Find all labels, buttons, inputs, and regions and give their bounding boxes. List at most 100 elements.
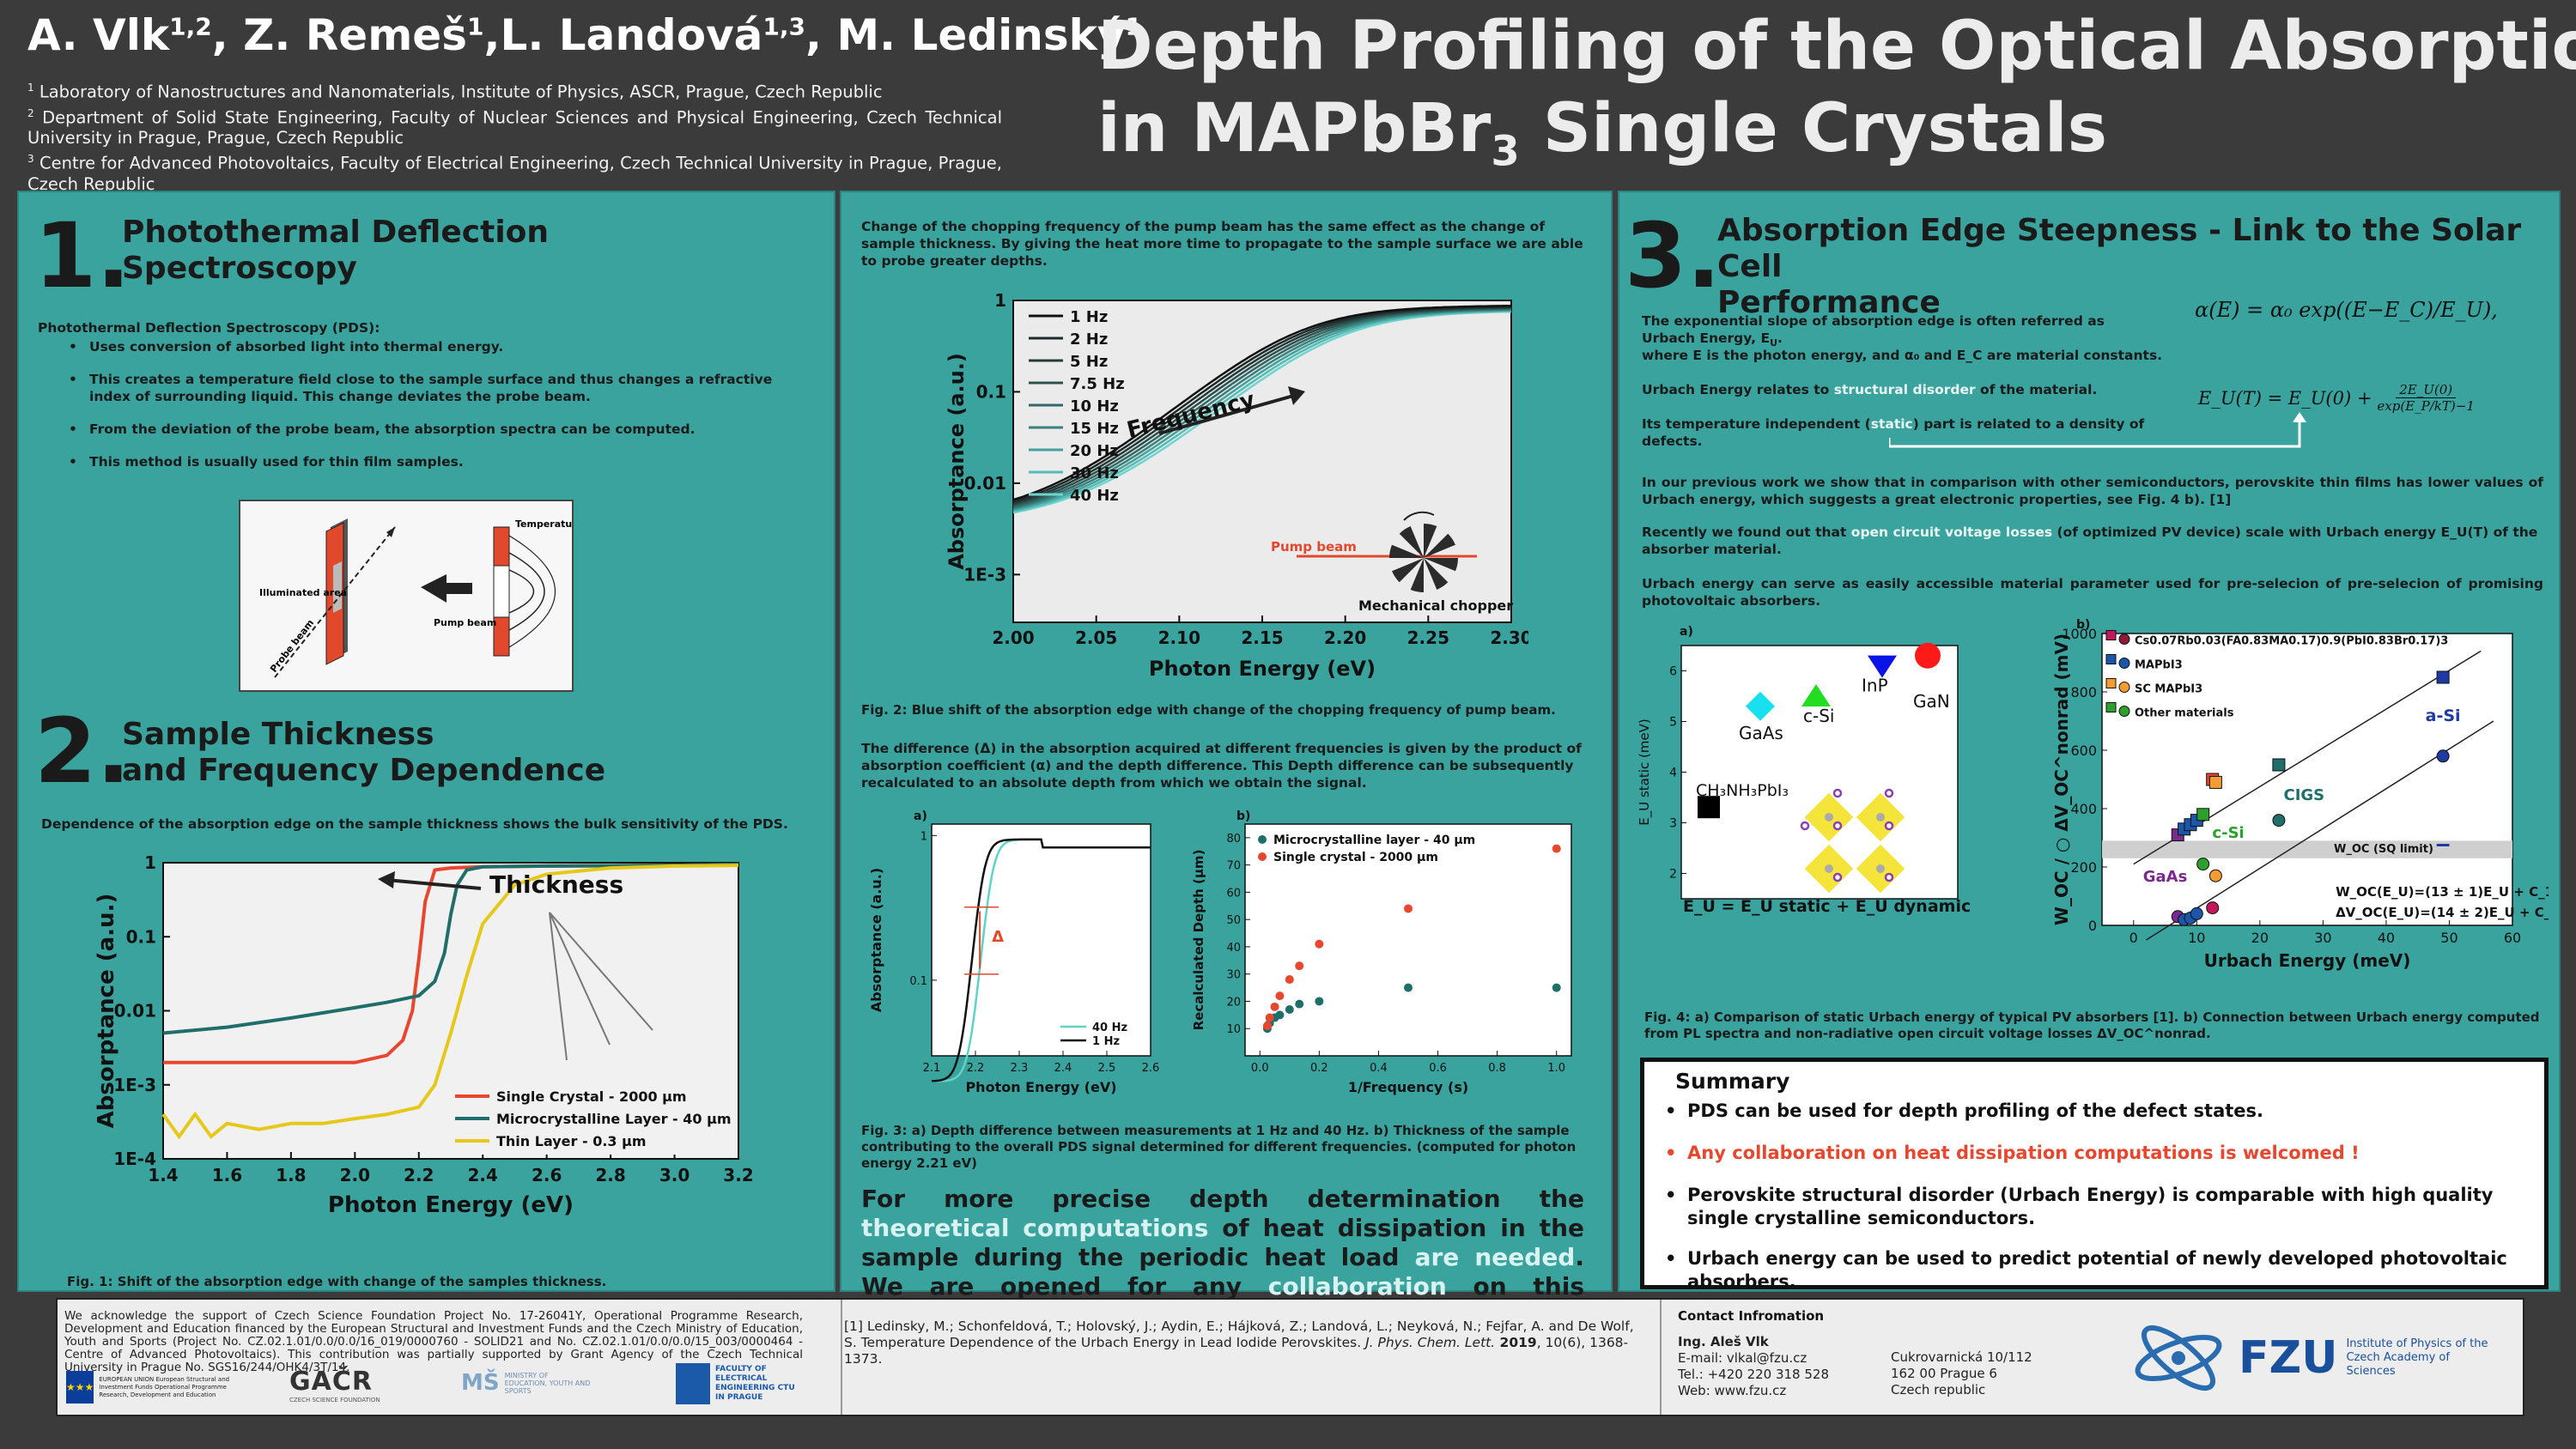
sec3-p1: The exponential slope of absorption edge… — [1642, 313, 2105, 349]
data-point-woc — [2208, 775, 2222, 789]
halide-atom — [1884, 821, 1894, 831]
data-point-dvoc — [2206, 901, 2220, 915]
y-tick-label: 60 — [1226, 887, 1241, 900]
y-tick-label: 10 — [1226, 1023, 1241, 1036]
chopper-blade — [1424, 524, 1437, 558]
fig4-caption: Fig. 4: a) Comparison of static Urbach e… — [1644, 1009, 2540, 1041]
x-tick-label: 1.4 — [148, 1165, 178, 1185]
marker-GaAs — [1746, 691, 1775, 721]
fit-eq-woc: W_OC(E_U)=(13 ± 1)E_U + C_1 — [2336, 884, 2549, 900]
series-line — [162, 862, 739, 1035]
equation-2: E_U(T) = E_U(0) + 2E_U(0) exp(E_P/kT)−1 — [2198, 382, 2475, 414]
label-probe: Probe beam — [268, 617, 316, 675]
y-axis-label: Absorptance (a.u.) — [868, 868, 884, 1012]
series-line — [1012, 310, 1512, 514]
data-point — [1315, 997, 1324, 1006]
summary-title: Summary — [1675, 1069, 1790, 1094]
x-tick-label: 0.6 — [1429, 1062, 1447, 1075]
chopper-blade — [1410, 558, 1424, 592]
series-line — [161, 864, 739, 1140]
thickness-label: Thickness — [489, 870, 623, 899]
frequency-arrow — [1158, 393, 1297, 435]
legend-label: SC MAPbI3 — [2135, 683, 2202, 696]
fig4b-svg: b)W_OC (SQ limit)0 10 20 30 40 50 600200400600… — [2051, 618, 2560, 971]
x-tick-label: 3.2 — [723, 1165, 753, 1185]
section-3-number: 3. — [1625, 203, 1721, 308]
thickness-arrow — [386, 878, 482, 890]
label-pump: Pump beam — [434, 617, 496, 628]
pb-atom — [1876, 864, 1885, 873]
x-tick-label: 2.15 — [1241, 627, 1283, 648]
legend-swatch-circle — [2118, 634, 2130, 645]
legend-label: MAPbI3 — [2135, 659, 2183, 672]
series-line — [931, 838, 1151, 1082]
x-axis-label: 1/Frequency (s) — [1348, 1079, 1468, 1095]
data-point-dvoc — [2190, 906, 2203, 920]
y-tick-label: 0.01 — [114, 1001, 156, 1022]
sec1-bullet: Uses conversion of absorbed light into t… — [38, 338, 811, 355]
sq-limit-label: W_OC (SQ limit) — [2334, 843, 2433, 856]
footer-ack: We acknowledge the support of Czech Scie… — [64, 1309, 803, 1374]
poster-header — [0, 0, 2576, 185]
urbach-equation: E_U = E_U static + E_U dynamic — [1683, 897, 1971, 916]
col2-delta-text: The difference (Δ) in the absorption acq… — [861, 741, 1582, 791]
y-tick-label: 5 — [1669, 716, 1677, 730]
contact-info: Ing. Aleš Vlk E-mail: vlkal@fzu.cz Tel.:… — [1678, 1334, 1829, 1398]
sec1-bullet: This method is usually used for thin fil… — [38, 453, 811, 470]
halide-atom — [1884, 788, 1894, 798]
crystal-structure-icon — [1800, 788, 1905, 894]
data-point — [1270, 1002, 1279, 1011]
chopper-blade — [1399, 526, 1424, 558]
contact-address: Cukrovarnická 10/112 162 00 Prague 6 Cze… — [1891, 1349, 2032, 1397]
col2-closing: For more precise depth determination the… — [861, 1185, 1584, 1330]
section-3-title: Absorption Edge Steepness - Link to the … — [1717, 213, 2522, 320]
point-label: GaN — [1913, 691, 1950, 712]
x-tick-label: 2.6 — [1142, 1062, 1160, 1075]
footer-divider — [1660, 1300, 1662, 1415]
pump-beam-arrow — [421, 574, 472, 603]
section-2-title: Sample Thickness and Frequency Dependence — [122, 717, 606, 788]
label-illuminated: Illuminated area — [259, 587, 347, 598]
point-label: InP — [1862, 676, 1888, 696]
x-tick-label: 2.4 — [1054, 1062, 1072, 1075]
y-tick-label: 1 — [920, 830, 927, 843]
authors: A. Vlk1,2, Z. Remeš1,L. Landová1,3, M. L… — [27, 10, 1142, 60]
pb-atom — [1876, 813, 1885, 822]
thickness-pointer — [549, 912, 653, 1031]
legend-label: 40 Hz — [1070, 487, 1119, 505]
legend-swatch-square — [2105, 678, 2117, 688]
eu-flag-icon: ★★★ — [66, 1371, 94, 1404]
legend-label: Single crystal - 2000 μm — [1273, 851, 1438, 864]
section-1-number: 1. — [34, 203, 131, 308]
y-tick-label: 3 — [1669, 817, 1677, 831]
y-axis-label: Recalculated Depth (μm) — [1191, 850, 1206, 1031]
fig1-svg: 1.4 1.6 1.8 2.0 2.2 2.4 2.6 2.8 3.0 3.2 1E-4 1E-3 0.… — [94, 852, 754, 1218]
y-tick-label: 200 — [2070, 859, 2097, 876]
label-gaas: GaAs — [2143, 868, 2188, 886]
halide-atom — [1832, 872, 1843, 882]
x-tick-label: 2.20 — [1324, 627, 1366, 648]
label-cigs: CIGS — [2283, 786, 2324, 804]
fit-line-dvoc — [2146, 720, 2494, 941]
legend-label: Microcrystalline Layer - 40 μm — [496, 1111, 732, 1127]
x-tick-label: 1.8 — [276, 1165, 306, 1185]
data-point — [1404, 983, 1413, 992]
x-tick-label: 10 — [2188, 930, 2205, 946]
y-axis-label: Absorptance (a.u.) — [94, 894, 119, 1129]
legend-label: 7.5 Hz — [1070, 375, 1125, 393]
y-tick-label: 4 — [1669, 767, 1677, 780]
fig4a-svg: a) 2 3 4 5 6 E_U static (meV) GaN InP c-Si GaAs CH₃… — [1637, 625, 1971, 916]
x-axis-label: Urbach Energy (meV) — [2204, 950, 2411, 971]
legend-label: 2 Hz — [1070, 330, 1108, 349]
x-tick-label: 2.25 — [1407, 627, 1449, 648]
legend-label: Cs0.07Rb0.03(FA0.83MA0.17)0.9(PbI0.83Br0… — [2135, 635, 2448, 648]
data-point-woc — [2436, 670, 2450, 684]
y-tick-label: 400 — [2070, 801, 2097, 817]
y-tick-label: 0.01 — [964, 473, 1006, 494]
fig3a-svg: a) 2.1 2.2 2.3 2.4 2.5 2.6 0.1 1 Photon Energy (e… — [868, 809, 1160, 1095]
summary-item: Urbach energy can be used to predict pot… — [1662, 1247, 2529, 1294]
fig1-legend — [451, 1084, 717, 1155]
contact-title: Contact Infromation — [1678, 1308, 1825, 1324]
legend-label: 20 Hz — [1070, 442, 1119, 460]
y-tick-label: 30 — [1226, 969, 1241, 982]
